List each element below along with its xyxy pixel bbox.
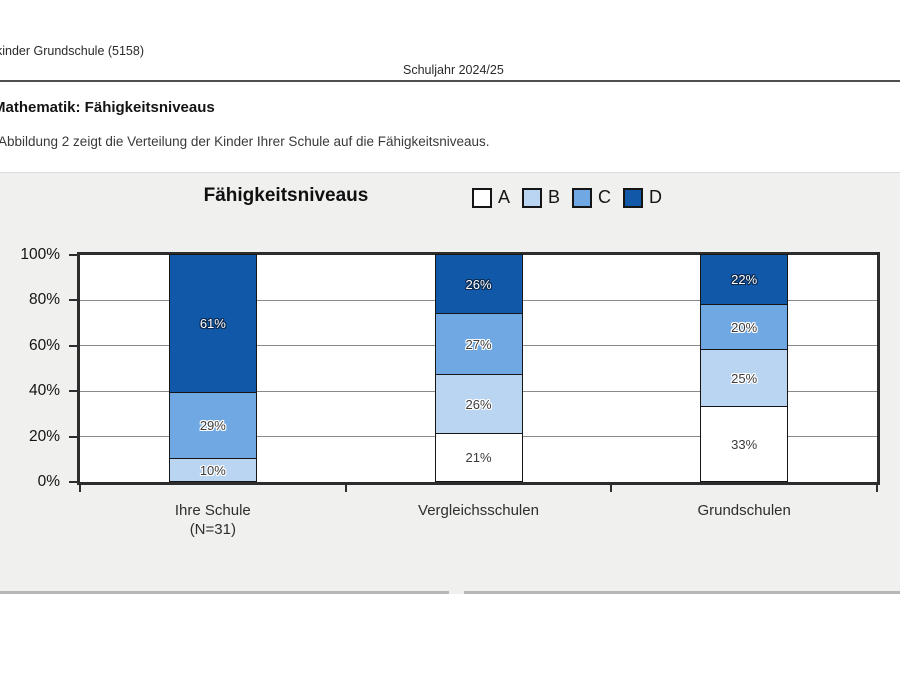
bar-1-value-label-d: 61% (199, 316, 226, 332)
category-label-line: Grundschulen (697, 502, 791, 519)
legend-swatch-c-icon (572, 187, 593, 208)
bar-2-value-label-b: 26% (465, 396, 492, 412)
figure-bottom-border-right (464, 591, 900, 594)
y-axis-tick-mark (69, 390, 77, 393)
header-school-year: Schuljahr 2024/25 (403, 63, 504, 77)
bar-3-segment-d (700, 254, 789, 305)
x-axis-tick-mark (344, 485, 347, 492)
y-axis-tick-label: 60% (28, 336, 60, 354)
category-label-line: Vergleichsschulen (418, 502, 539, 519)
figure: Fähigkeitsniveaus A B C D 10% 29% 61% 21% 26% 27… (0, 172, 900, 594)
y-axis-tick-label: 100% (20, 246, 60, 263)
bar-3-value-label-d: 22% (731, 271, 758, 287)
bar-1-value-label-b: 10% (199, 462, 226, 478)
bar-1-value-label-c: 29% (199, 418, 226, 434)
bar-3-value-label-a: 33% (731, 436, 758, 452)
y-axis-tick-mark (69, 254, 77, 256)
category-label-line: Ihre Schule (174, 502, 251, 519)
plot-area: 10% 29% 61% 21% 26% 27% 26% 33% 25% 20% 22% (77, 252, 880, 485)
y-axis-tick-mark (69, 299, 77, 302)
y-axis-tick-mark (69, 344, 77, 347)
section-title: Mathematik: Fähigkeitsniveaus (0, 99, 215, 116)
figure-bottom-border-left (0, 591, 449, 594)
legend: A B C D (472, 187, 674, 208)
chart-title: Fähigkeitsniveaus (203, 185, 369, 206)
legend-label-c: C (598, 187, 612, 207)
category-label-line: (N=31) (189, 521, 236, 538)
bar-2-segment-b (434, 374, 523, 435)
bar-1-segment-d (168, 254, 257, 394)
figure-caption-text: Abbildung 2 zeigt die Verteilung der Kin… (0, 134, 490, 149)
category-label-3: Grundschulen (644, 501, 844, 520)
bar-2-segment-d (434, 254, 523, 315)
legend-swatch-d-icon (623, 187, 644, 208)
legend-label-b: B (548, 187, 561, 207)
x-axis-tick-mark (79, 485, 81, 492)
header-divider (0, 80, 900, 82)
legend-swatch-b-icon (522, 187, 543, 208)
legend-item-d: D (623, 187, 662, 208)
bar-3-value-label-c: 20% (731, 319, 758, 335)
legend-item-c: C (572, 187, 611, 208)
bar-1-segment-c (168, 392, 257, 460)
legend-item-a: A (472, 187, 510, 208)
bar-2-value-label-a: 21% (465, 450, 492, 466)
category-label-2: Vergleichsschulen (379, 501, 579, 520)
bar-2-segment-a (434, 433, 523, 482)
y-axis-tick-mark (69, 435, 77, 438)
bar-3-value-label-b: 25% (731, 370, 758, 386)
legend-label-d: D (649, 187, 663, 207)
y-axis-tick-label: 20% (28, 427, 60, 445)
bar-2: 21% 26% 27% 26% (434, 254, 523, 482)
bar-1: 10% 29% 61% (168, 254, 257, 482)
y-axis-tick-label: 0% (37, 473, 60, 490)
y-axis-tick-mark (69, 481, 77, 483)
category-label-1: Ihre Schule (N=31) (113, 501, 313, 539)
legend-item-b: B (522, 187, 560, 208)
x-axis-tick-mark (876, 485, 878, 492)
legend-label-a: A (498, 187, 511, 207)
bar-2-value-label-d: 26% (465, 276, 492, 292)
bar-3: 33% 25% 20% 22% (700, 254, 789, 482)
y-axis-tick-label: 40% (28, 382, 60, 400)
x-axis-tick-mark (610, 485, 613, 492)
y-axis-tick-label: 80% (28, 291, 60, 309)
header-school-name: kinder Grundschule (5158) (0, 44, 144, 58)
legend-swatch-a-icon (472, 187, 492, 208)
bar-2-value-label-c: 27% (465, 336, 492, 352)
